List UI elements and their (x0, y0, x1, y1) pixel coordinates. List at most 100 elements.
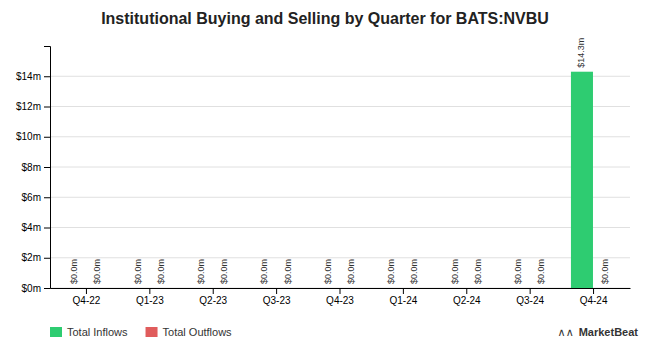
data-label: $0.0m (219, 259, 229, 284)
x-tick: Q1-23 (136, 288, 164, 306)
x-tick-label: Q4-23 (326, 295, 354, 306)
y-tick-mark (44, 167, 50, 168)
y-tick-label: $12m (16, 101, 41, 112)
x-tick-label: Q4-22 (73, 295, 101, 306)
legend: Total Inflows Total Outflows (50, 326, 232, 338)
x-tick-mark (213, 288, 214, 294)
y-axis: $0m $2m $4m $6m $8m $10m $12m $14m (16, 47, 51, 294)
data-label: $0.0m (92, 259, 102, 284)
legend-item: Total Inflows (50, 326, 128, 338)
bar (127, 288, 149, 289)
y-axis-line (44, 47, 51, 289)
x-tick-mark (149, 288, 150, 294)
x-tick-label: Q2-24 (453, 295, 481, 306)
data-label: $0.0m (513, 259, 523, 284)
y-tick: $0m (22, 283, 50, 294)
y-tick-label: $10m (16, 131, 41, 142)
data-label: $0.0m (450, 259, 460, 284)
y-tick: $14m (16, 71, 50, 82)
plot: $0m $2m $4m $6m $8m $10m $12m $14m Q4-22 Q1-23 Q2-… (16, 38, 631, 306)
x-tick: Q4-22 (73, 288, 101, 306)
data-labels: $0.0m $0.0m $0.0m $0.0m $0.0m $0.0m $0.0m $0.0m… (69, 38, 609, 284)
bar (594, 288, 616, 289)
bar (341, 288, 363, 289)
data-label: $0.0m (69, 259, 79, 284)
legend-label: Total Outflows (163, 326, 233, 338)
grid-line (50, 167, 630, 168)
y-tick: $2m (22, 252, 50, 263)
data-label: $0.0m (283, 259, 293, 284)
y-tick-mark (44, 137, 50, 138)
x-tick: Q3-23 (263, 288, 291, 306)
grid-line (50, 197, 630, 198)
x-tick-label: Q1-23 (136, 295, 164, 306)
bar (191, 288, 213, 289)
bar (467, 288, 489, 289)
bar (571, 72, 593, 288)
bar (317, 288, 339, 289)
x-tick-mark (530, 288, 531, 294)
grid-line (50, 257, 630, 258)
legend-item: Total Outflows (146, 326, 233, 338)
y-tick-label: $2m (22, 252, 41, 263)
data-label: $14.3m (576, 38, 586, 68)
x-axis: Q4-22 Q1-23 Q2-23 Q3-23 Q4-23 Q1-24 Q2-24 Q3-24… (51, 288, 631, 306)
bar (531, 288, 553, 289)
y-tick-mark (44, 76, 50, 77)
y-tick-mark (44, 228, 50, 229)
bar (214, 288, 236, 289)
x-tick-label: Q4-24 (580, 295, 608, 306)
grid-line (50, 136, 630, 137)
legend-swatch (50, 327, 62, 337)
data-label: $0.0m (346, 259, 356, 284)
data-label: $0.0m (133, 259, 143, 284)
annotation: ∧∧ (558, 326, 574, 338)
y-tick: $8m (22, 162, 50, 173)
grid-line (50, 227, 630, 228)
y-tick-mark (44, 107, 50, 108)
bar (508, 288, 530, 289)
data-label: $0.0m (600, 259, 610, 284)
data-label: $0.0m (196, 259, 206, 284)
x-tick: Q4-24 (580, 288, 608, 306)
x-tick-label: Q1-24 (389, 295, 417, 306)
data-label: $0.0m (536, 259, 546, 284)
data-label: $0.0m (386, 259, 396, 284)
x-tick: Q1-24 (389, 288, 417, 306)
annotations: MarketBeat ∧∧ (558, 326, 639, 338)
x-tick-label: Q2-23 (199, 295, 227, 306)
data-label: $0.0m (473, 259, 483, 284)
x-tick-mark (86, 288, 87, 294)
bar (87, 288, 109, 289)
y-tick-mark (44, 258, 50, 259)
grid (50, 76, 630, 288)
grid-line (50, 76, 630, 77)
annotation: MarketBeat (579, 326, 639, 338)
data-label: $0.0m (409, 259, 419, 284)
bar (254, 288, 276, 289)
bar (381, 288, 403, 289)
bar (444, 288, 466, 289)
bar (150, 288, 172, 289)
y-tick-label: $4m (22, 222, 41, 233)
grid-line (50, 106, 630, 107)
legend-swatch (146, 327, 158, 337)
x-tick-mark (276, 288, 277, 294)
bar (277, 288, 299, 289)
y-tick-label: $0m (22, 283, 41, 294)
x-tick-label: Q3-23 (263, 295, 291, 306)
title: Institutional Buying and Selling by Quar… (101, 10, 549, 27)
x-tick: Q2-23 (199, 288, 227, 306)
y-tick-mark (44, 197, 50, 198)
x-tick: Q3-24 (516, 288, 544, 306)
data-label: $0.0m (259, 259, 269, 284)
y-tick: $6m (22, 192, 50, 203)
y-tick: $10m (16, 131, 50, 142)
y-tick-label: $14m (16, 71, 41, 82)
bar (64, 288, 86, 289)
x-tick-label: Q3-24 (516, 295, 544, 306)
bar (404, 288, 426, 289)
x-tick: Q2-24 (453, 288, 481, 306)
y-tick-mark (44, 288, 50, 289)
y-tick: $12m (16, 101, 50, 112)
